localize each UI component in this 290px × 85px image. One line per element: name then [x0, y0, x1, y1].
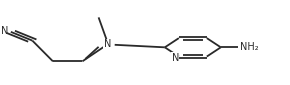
Text: N: N — [1, 26, 8, 36]
Text: N: N — [104, 39, 111, 49]
Text: N: N — [172, 53, 179, 63]
Text: NH₂: NH₂ — [240, 42, 259, 52]
